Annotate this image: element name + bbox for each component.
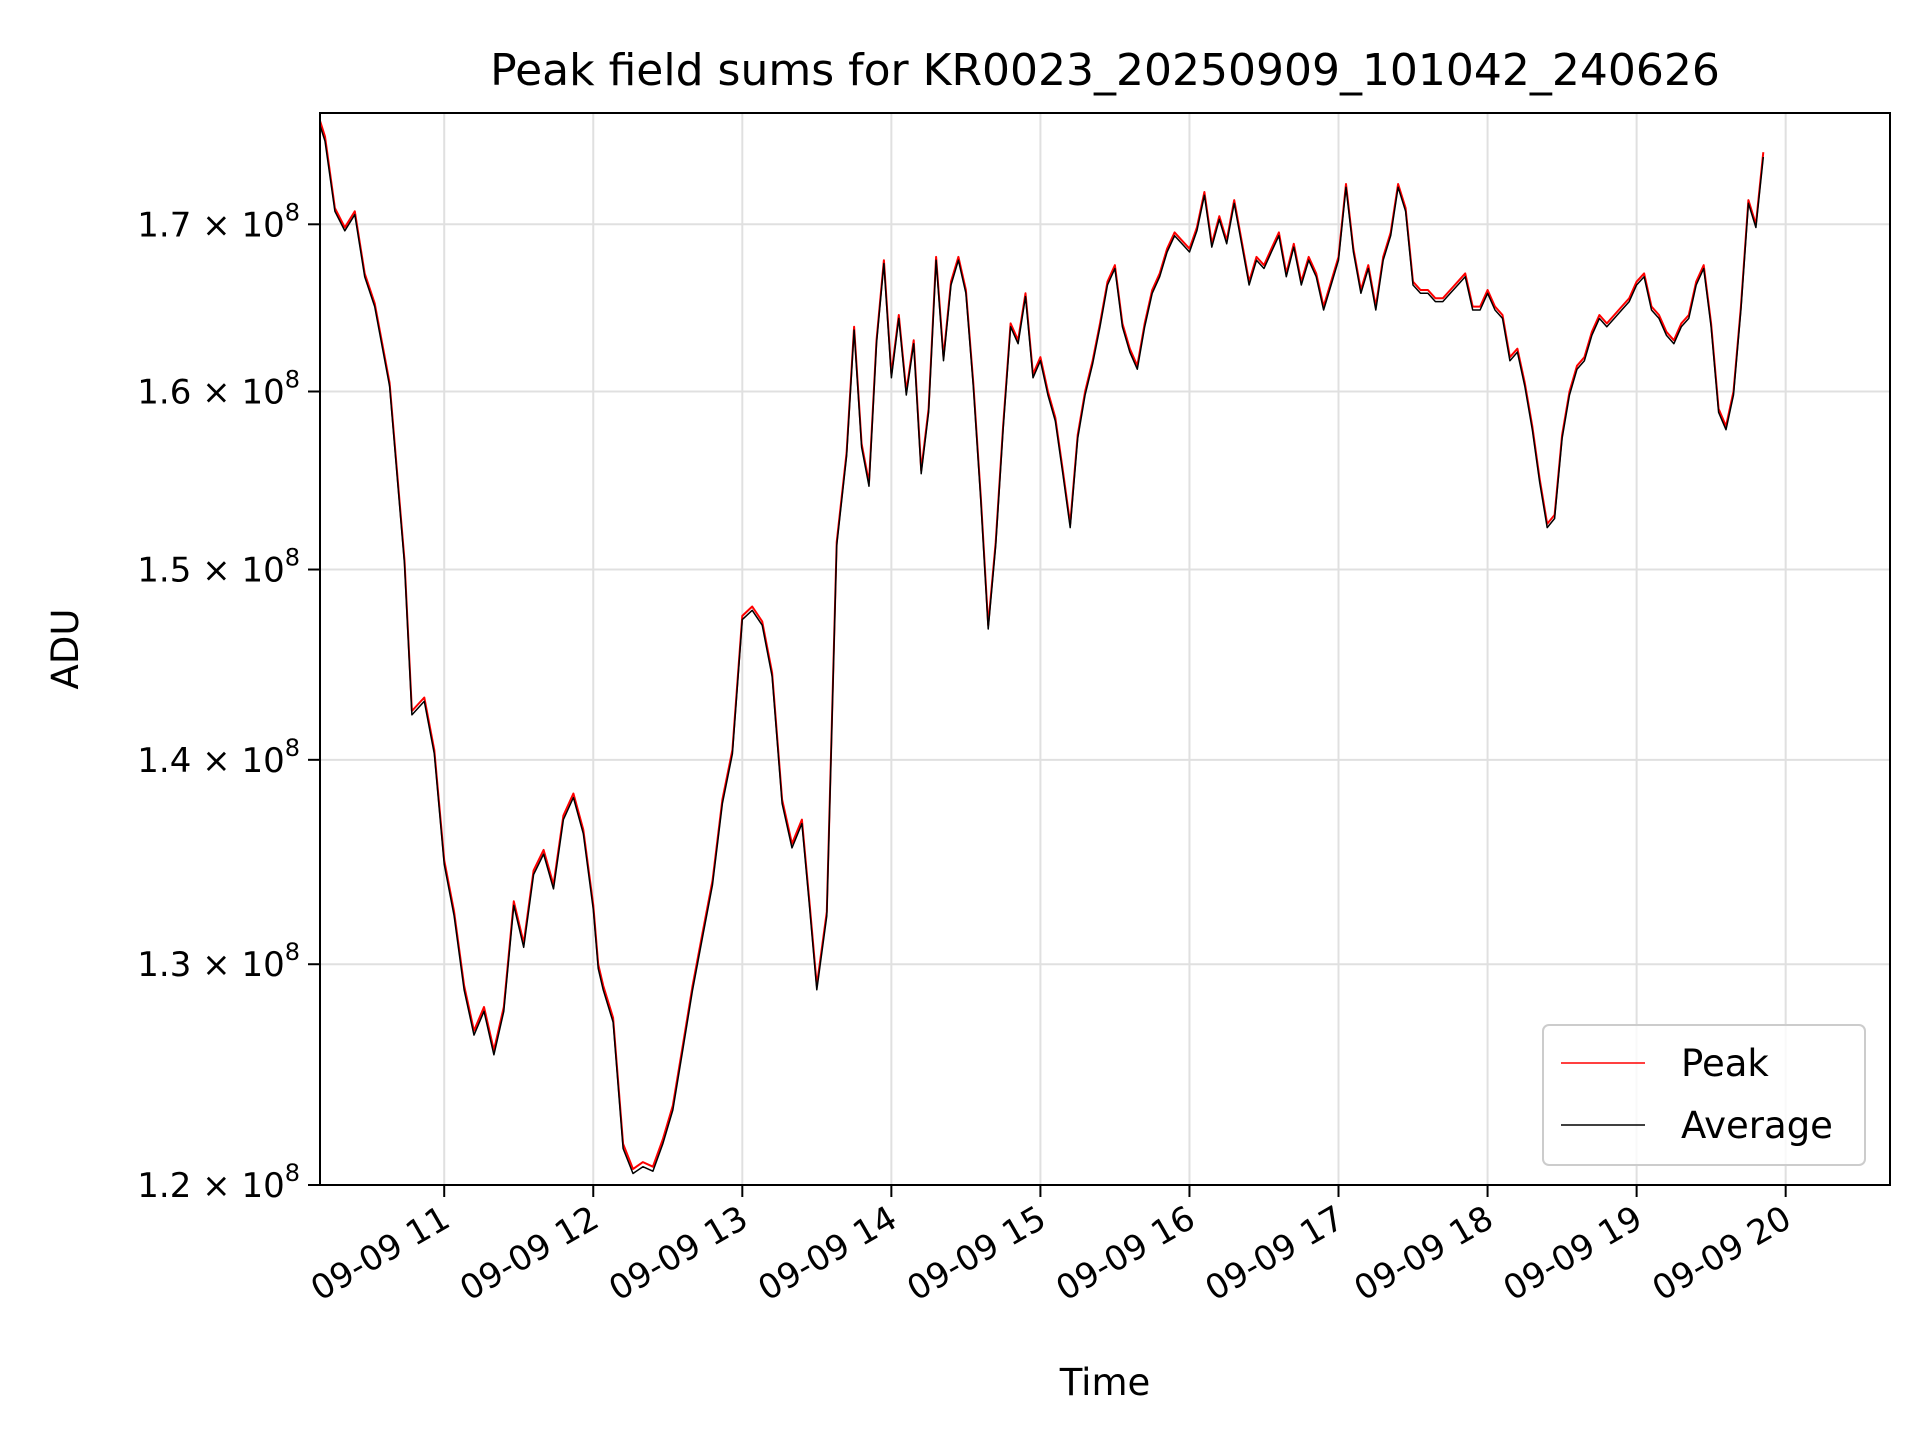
y-tick-exponent: 8 [285, 938, 300, 966]
y-tick-exponent: 8 [285, 544, 300, 572]
chart-title: Peak field sums for KR0023_20250909_1010… [490, 45, 1720, 96]
y-tick-mantissa: 1.4 [137, 741, 191, 781]
y-tick-label: 1.6 × 108 [137, 366, 300, 413]
legend-label-peak: Peak [1681, 1042, 1769, 1085]
series-layer [320, 120, 1765, 1175]
legend-label-average: Average [1681, 1104, 1833, 1147]
y-tick-exponent: 8 [285, 1159, 300, 1187]
y-tick-mantissa: 1.6 [137, 373, 191, 413]
y-tick-exponent: 8 [285, 366, 300, 394]
y-tick-label: 1.2 × 108 [137, 1159, 300, 1206]
y-tick-times: × 10 [191, 945, 284, 985]
y-tick-times: × 10 [191, 373, 284, 413]
y-tick-mantissa: 1.7 [137, 205, 191, 245]
legend: Peak Average [1542, 1024, 1866, 1166]
y-tick-times: × 10 [191, 205, 284, 245]
y-tick-mantissa: 1.2 [137, 1166, 191, 1206]
y-tick-exponent: 8 [285, 734, 300, 762]
y-tick-label: 1.3 × 108 [137, 938, 300, 985]
plot-frame [319, 112, 1891, 1186]
y-tick-mantissa: 1.3 [137, 945, 191, 985]
y-tick-times: × 10 [191, 551, 284, 591]
y-axis-title: ADU [44, 609, 87, 690]
y-tick-mantissa: 1.5 [137, 551, 191, 591]
series-line-average [320, 125, 1765, 1175]
y-tick-exponent: 8 [285, 198, 300, 226]
y-tick-times: × 10 [191, 741, 284, 781]
legend-box [1542, 1024, 1866, 1166]
y-tick-label: 1.7 × 108 [137, 198, 300, 245]
x-axis-title: Time [1059, 1361, 1151, 1404]
y-tick-label: 1.4 × 108 [137, 734, 300, 781]
y-tick-times: × 10 [191, 1166, 284, 1206]
y-tick-label: 1.5 × 108 [137, 544, 300, 591]
